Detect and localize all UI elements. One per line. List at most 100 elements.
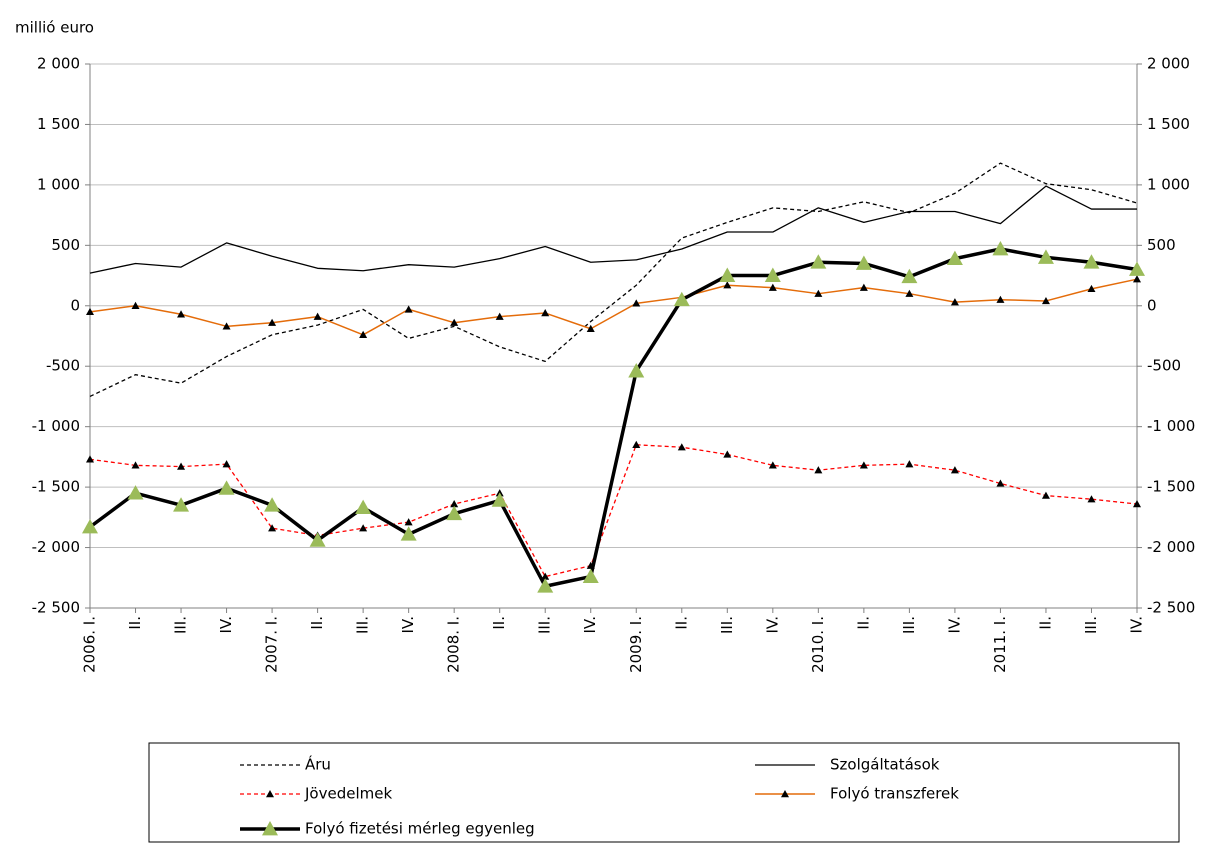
marker: [855, 255, 872, 270]
legend-label: Jövedelmek: [304, 785, 392, 803]
y-tick-label: -2 500: [32, 599, 80, 617]
marker: [82, 519, 98, 534]
marker: [781, 790, 789, 798]
marker: [859, 283, 868, 291]
marker: [996, 295, 1005, 303]
marker: [992, 240, 1009, 256]
marker: [764, 267, 781, 282]
x-tick-label: II.: [672, 616, 690, 630]
y-tick-label: 1 500: [37, 115, 80, 133]
x-tick-label: IV.: [945, 616, 963, 634]
marker: [177, 462, 186, 470]
x-tick-label: 2008. I.: [445, 616, 463, 673]
marker: [901, 268, 918, 284]
marker: [131, 461, 140, 469]
marker: [1037, 249, 1054, 264]
x-tick-label: 2010. I.: [809, 616, 827, 673]
marker: [222, 322, 231, 330]
marker: [905, 289, 914, 297]
marker: [1133, 275, 1141, 283]
y-tick-label: 2 000: [37, 55, 80, 73]
marker: [632, 299, 641, 307]
x-tick-label: II.: [126, 616, 144, 630]
x-tick-label: II.: [490, 616, 508, 630]
marker: [582, 568, 599, 583]
marker: [218, 480, 235, 495]
marker: [946, 250, 963, 266]
marker: [541, 572, 550, 580]
marker: [262, 821, 278, 836]
x-tick-label: III.: [900, 616, 918, 634]
marker: [264, 497, 281, 512]
marker: [1129, 261, 1145, 276]
marker: [359, 524, 368, 532]
marker: [541, 309, 550, 317]
marker: [313, 312, 322, 320]
x-tick-label: IV.: [1128, 616, 1146, 634]
marker: [537, 578, 554, 593]
marker: [632, 440, 641, 448]
x-tick-label: III.: [172, 616, 190, 634]
marker: [495, 312, 504, 320]
y-tick-label: 1 000: [37, 175, 80, 193]
marker: [1041, 491, 1050, 499]
y2-tick-label: 0: [1147, 296, 1157, 314]
x-tick-label: III.: [354, 616, 372, 634]
marker: [677, 443, 686, 451]
x-tick-label: II.: [854, 616, 872, 630]
x-tick-label: II.: [1036, 616, 1054, 630]
marker: [905, 460, 914, 468]
y-tick-label: -500: [46, 357, 80, 375]
x-tick-label: 2007. I.: [263, 616, 281, 673]
x-tick-label: IV.: [581, 616, 599, 634]
marker: [586, 324, 595, 332]
marker: [768, 283, 777, 291]
marker: [673, 291, 690, 307]
marker: [950, 466, 959, 474]
y-axis-label: millió euro: [15, 19, 94, 37]
y2-tick-label: 500: [1147, 236, 1176, 254]
series-line: [89, 185, 1137, 274]
marker: [814, 289, 823, 297]
y2-tick-label: -500: [1147, 357, 1181, 375]
marker: [86, 455, 94, 463]
marker: [222, 460, 231, 468]
marker: [1133, 500, 1141, 508]
marker: [950, 298, 959, 306]
y2-tick-label: -2 000: [1147, 538, 1195, 556]
legend-label: Folyó fizetési mérleg egyenleg: [305, 820, 535, 838]
marker: [131, 301, 140, 309]
y2-tick-label: 1 000: [1147, 175, 1190, 193]
series-line: [89, 278, 1138, 336]
marker: [1087, 284, 1096, 293]
marker: [400, 526, 417, 541]
marker: [355, 499, 372, 515]
x-tick-label: III.: [1082, 616, 1100, 634]
marker: [127, 485, 144, 500]
marker: [450, 318, 459, 326]
legend-label: Folyó transzferek: [830, 785, 959, 803]
marker: [768, 461, 777, 469]
x-tick-label: IV.: [217, 616, 235, 634]
x-tick-label: 2006. I.: [81, 616, 99, 673]
marker: [859, 461, 868, 469]
y2-tick-label: 2 000: [1147, 55, 1190, 73]
marker: [359, 330, 368, 338]
marker: [173, 497, 190, 512]
x-tick-label: III.: [718, 616, 736, 634]
marker: [723, 450, 732, 458]
legend-label: Áru: [305, 755, 331, 774]
marker: [814, 466, 823, 474]
marker: [268, 524, 277, 532]
marker: [491, 492, 508, 507]
y2-tick-label: -2 500: [1147, 599, 1195, 617]
x-tick-label: III.: [536, 616, 554, 634]
y2-tick-label: 1 500: [1147, 115, 1190, 133]
marker: [996, 479, 1005, 487]
marker: [268, 318, 277, 326]
y-tick-label: 500: [51, 236, 80, 254]
x-tick-label: 2009. I.: [627, 616, 645, 673]
series-line: [89, 162, 1138, 398]
marker: [1083, 254, 1100, 269]
